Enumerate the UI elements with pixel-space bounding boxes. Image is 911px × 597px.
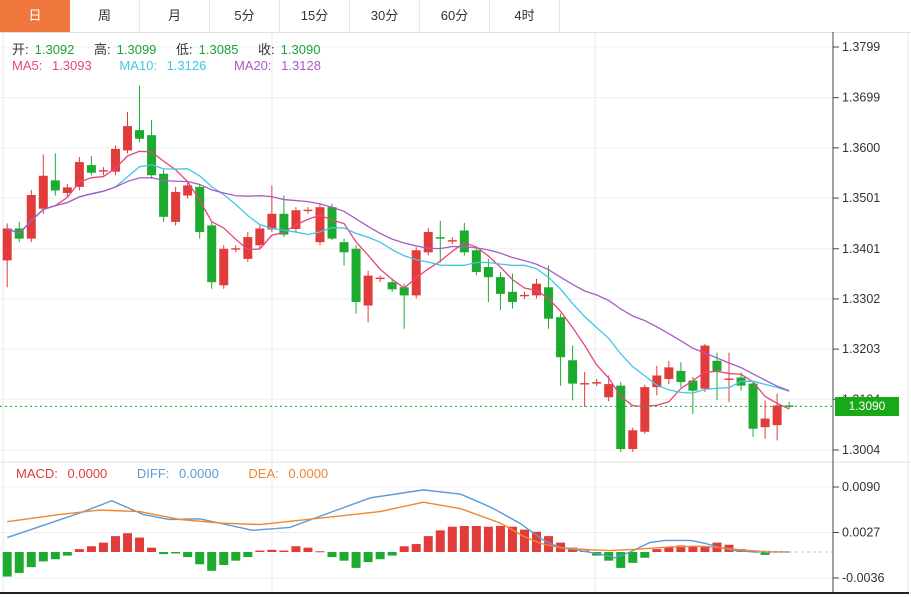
- axis-tick-label: 1.3699: [842, 91, 880, 105]
- tab-timeframe-5[interactable]: 30分: [350, 0, 420, 32]
- axis-tick-label: 1.3104: [842, 392, 880, 406]
- tab-timeframe-4[interactable]: 15分: [280, 0, 350, 32]
- axis-tick-label: 1.3401: [842, 242, 880, 256]
- axis-tick-label: 1.3004: [842, 443, 880, 457]
- tab-timeframe-0[interactable]: 日: [0, 0, 70, 32]
- axis-tick-label: 0.0090: [842, 480, 880, 494]
- tab-timeframe-6[interactable]: 60分: [420, 0, 490, 32]
- axis-tick-label: 1.3799: [842, 40, 880, 54]
- axis-tick-label: 1.3501: [842, 191, 880, 205]
- axis-tick-label: 1.3203: [842, 342, 880, 356]
- axis-tick-label: -0.0036: [842, 571, 884, 585]
- axis-tick-label: 1.3302: [842, 292, 880, 306]
- candlestick-chart-canvas[interactable]: 1.3799 1.3699 1.3600 1.3501 1.3401 1.3302 1.32…: [0, 32, 911, 597]
- axis-tick-label: 1.3600: [842, 141, 880, 155]
- tab-timeframe-7[interactable]: 4时: [490, 0, 560, 32]
- timeframe-tabbar: 日周月 5分 15分 30分 60分 4时: [0, 0, 911, 33]
- tab-timeframe-3[interactable]: 5分: [210, 0, 280, 32]
- tab-timeframe-1[interactable]: 周: [70, 0, 140, 32]
- axis-tick-label: 0.0027: [842, 526, 880, 540]
- tab-timeframe-2[interactable]: 月: [140, 0, 210, 32]
